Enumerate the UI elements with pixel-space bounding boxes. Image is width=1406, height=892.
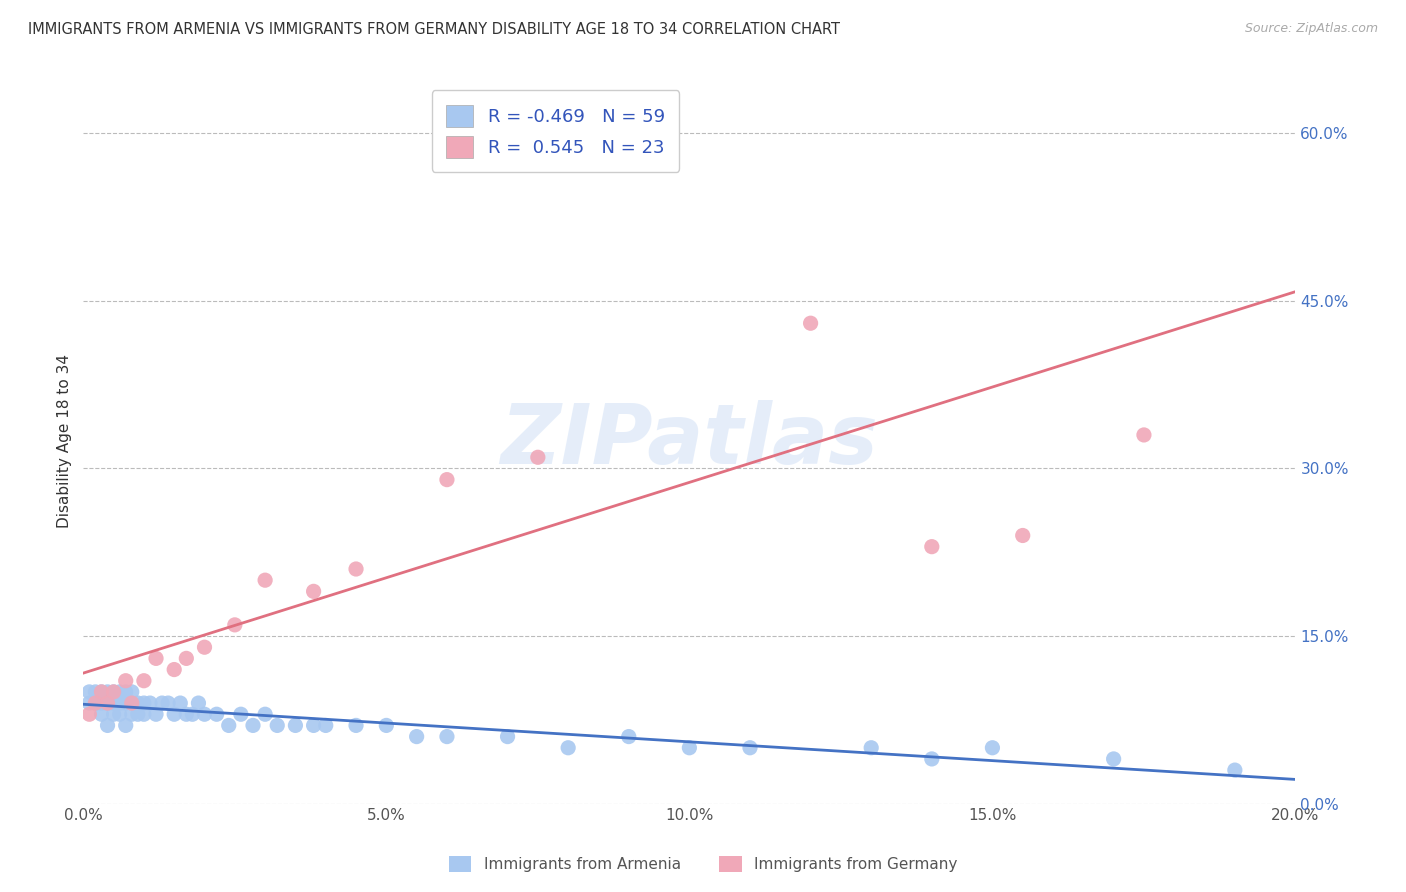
Text: Source: ZipAtlas.com: Source: ZipAtlas.com: [1244, 22, 1378, 36]
Point: [84, 696, 107, 710]
Point: [1102, 752, 1125, 766]
Point: [284, 718, 307, 732]
Point: [96, 718, 118, 732]
Point: [121, 696, 143, 710]
Point: [176, 707, 198, 722]
Point: [114, 718, 136, 732]
Point: [302, 584, 325, 599]
Legend: Immigrants from Armenia, Immigrants from Germany: Immigrants from Armenia, Immigrants from…: [441, 848, 965, 880]
Point: [344, 562, 367, 576]
Point: [108, 707, 131, 722]
Point: [90, 685, 112, 699]
Point: [678, 740, 700, 755]
Point: [121, 696, 143, 710]
Point: [302, 718, 325, 732]
Point: [114, 696, 136, 710]
Point: [648, 103, 671, 118]
Point: [193, 640, 215, 655]
Point: [229, 707, 252, 722]
Point: [90, 696, 112, 710]
Point: [163, 663, 186, 677]
Point: [617, 730, 640, 744]
Point: [121, 707, 143, 722]
Point: [132, 707, 155, 722]
Point: [981, 740, 1004, 755]
Point: [1223, 763, 1246, 777]
Point: [169, 696, 191, 710]
Point: [132, 696, 155, 710]
Point: [176, 651, 198, 665]
Point: [738, 740, 761, 755]
Point: [1011, 528, 1033, 542]
Point: [205, 707, 228, 722]
Point: [375, 718, 398, 732]
Point: [103, 685, 125, 699]
Point: [96, 696, 118, 710]
Point: [145, 707, 167, 722]
Point: [150, 696, 173, 710]
Point: [103, 707, 125, 722]
Point: [224, 618, 246, 632]
Point: [79, 707, 101, 722]
Point: [157, 696, 180, 710]
Point: [108, 696, 131, 710]
Point: [145, 651, 167, 665]
Point: [344, 718, 367, 732]
Point: [527, 450, 550, 465]
Point: [921, 752, 943, 766]
Point: [187, 696, 209, 710]
Point: [496, 730, 519, 744]
Point: [266, 718, 288, 732]
Point: [79, 696, 101, 710]
Point: [103, 696, 125, 710]
Point: [139, 696, 162, 710]
Point: [315, 718, 337, 732]
Point: [921, 540, 943, 554]
Point: [436, 730, 458, 744]
Point: [96, 696, 118, 710]
Point: [114, 673, 136, 688]
Point: [90, 707, 112, 722]
Point: [121, 685, 143, 699]
Point: [254, 707, 277, 722]
Point: [127, 707, 149, 722]
Legend: R = -0.469   N = 59, R =  0.545   N = 23: R = -0.469 N = 59, R = 0.545 N = 23: [432, 90, 679, 172]
Point: [108, 685, 131, 699]
Text: IMMIGRANTS FROM ARMENIA VS IMMIGRANTS FROM GERMANY DISABILITY AGE 18 TO 34 CORRE: IMMIGRANTS FROM ARMENIA VS IMMIGRANTS FR…: [28, 22, 841, 37]
Point: [1133, 428, 1156, 442]
Point: [193, 707, 215, 722]
Point: [405, 730, 427, 744]
Point: [84, 685, 107, 699]
Point: [800, 316, 823, 330]
Point: [103, 685, 125, 699]
Point: [860, 740, 883, 755]
Point: [218, 718, 240, 732]
Point: [96, 685, 118, 699]
Point: [181, 707, 204, 722]
Point: [132, 673, 155, 688]
Point: [114, 685, 136, 699]
Point: [254, 573, 277, 587]
Point: [127, 696, 149, 710]
Point: [79, 685, 101, 699]
Point: [557, 740, 579, 755]
Text: ZIPatlas: ZIPatlas: [501, 400, 879, 481]
Point: [436, 473, 458, 487]
Y-axis label: Disability Age 18 to 34: Disability Age 18 to 34: [58, 353, 72, 527]
Point: [163, 707, 186, 722]
Point: [90, 685, 112, 699]
Point: [242, 718, 264, 732]
Point: [84, 696, 107, 710]
